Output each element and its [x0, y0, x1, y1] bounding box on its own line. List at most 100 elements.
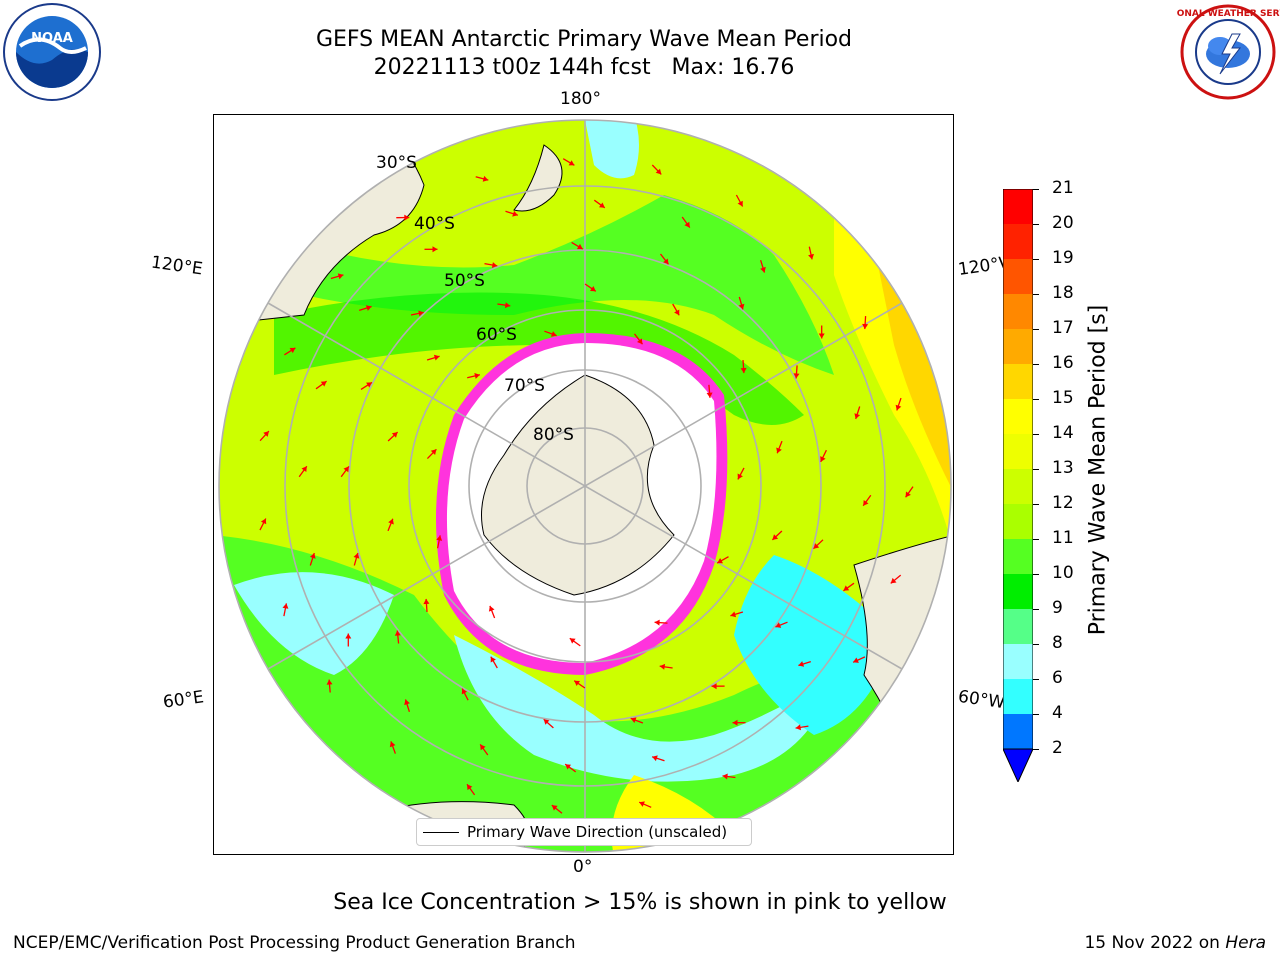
chart-subtitle-run: 20221113 t00z 144h fcst Max: 16.76 — [373, 55, 795, 80]
wave-arrow-head — [480, 744, 486, 751]
lon-label-120e: 120°E — [149, 252, 204, 280]
lon-label-60w: 60°W — [956, 686, 1007, 714]
colorbar-tick-label: 17 — [1052, 318, 1074, 338]
chart-title: GEFS MEAN Antarctic Primary Wave Mean Pe… — [315, 27, 853, 52]
wave-arrow-head — [282, 603, 289, 609]
wave-arrow-head — [551, 805, 558, 811]
legend-label: Primary Wave Direction (unscaled) — [467, 823, 728, 841]
wave-arrow-head — [798, 661, 805, 667]
sea-ice-note: Sea Ice Concentration > 15% is shown in … — [333, 890, 947, 915]
footer-machine: Hera — [1225, 933, 1266, 953]
colorbar-tick-mark — [1033, 364, 1039, 365]
wave-arrow-head — [389, 741, 396, 748]
wave-arrow-head — [730, 611, 737, 618]
colorbar-segment — [1003, 259, 1033, 294]
wave-arrow-head — [404, 214, 410, 221]
colorbar-segment — [1003, 434, 1033, 469]
wave-arrow-head — [722, 773, 728, 780]
wave-arrow-head — [418, 310, 424, 317]
wave-arrow-head — [345, 633, 352, 639]
colorbar-segment — [1003, 574, 1033, 609]
legend-line-sample — [423, 832, 459, 833]
footer-credit: NCEP/EMC/Verification Post Processing Pr… — [13, 933, 576, 953]
wave-arrow-head — [776, 447, 782, 454]
footer-date-text: 15 Nov 2022 on — [1084, 933, 1226, 953]
wave-arrow-head — [432, 246, 438, 253]
wave-arrow-head — [569, 638, 576, 644]
colorbar-segment — [1003, 469, 1033, 504]
colorbar-tick-label: 15 — [1052, 388, 1074, 408]
wave-arrow-head — [659, 663, 666, 670]
wave-arrow-head — [365, 305, 372, 311]
wave-arrow-head — [637, 338, 643, 345]
colorbar-tick-label: 6 — [1052, 668, 1063, 688]
map-legend: Primary Wave Direction (unscaled) — [416, 818, 752, 846]
wave-arrow-head — [843, 585, 850, 591]
graticule — [218, 119, 952, 853]
lon-label-0: 0° — [573, 857, 593, 877]
colorbar-segment — [1003, 644, 1033, 679]
wave-arrow-head — [430, 449, 437, 455]
colorbar-tick-label: 10 — [1052, 563, 1074, 583]
footer-date: 15 Nov 2022 on Hera — [1084, 933, 1266, 953]
wave-arrow-head — [263, 431, 269, 437]
wave-arrow-head — [795, 724, 801, 731]
map-panel: 30°S 40°S 50°S 60°S 70°S 80°S — [213, 114, 954, 855]
wave-arrow-head — [732, 719, 738, 726]
wave-arrow-head — [854, 413, 861, 419]
wave-arrow-head — [654, 619, 660, 626]
wave-arrow-head — [711, 683, 717, 690]
wave-arrow-head — [863, 500, 869, 506]
wave-arrow-head — [388, 518, 394, 525]
colorbar-tick-mark — [1033, 714, 1039, 715]
antarctic-map — [218, 119, 952, 853]
wave-arrow-head — [436, 535, 443, 541]
wave-arrow-head — [343, 466, 349, 473]
colorbar-extend-triangle — [1003, 748, 1033, 782]
wave-arrow-head — [488, 605, 495, 612]
wave-arrow-head — [772, 534, 779, 540]
wave-arrow-head — [482, 175, 489, 182]
wave-direction-arrows — [259, 158, 914, 814]
wave-arrow-head — [793, 373, 800, 379]
colorbar-tick-mark — [1033, 329, 1039, 330]
colorbar-tick-label: 21 — [1052, 178, 1074, 198]
colorbar-tick-mark — [1033, 644, 1039, 645]
colorbar-segment — [1003, 609, 1033, 644]
noaa-logo-text: NOAA — [31, 31, 73, 46]
wave-arrow-head — [394, 630, 401, 636]
wave-arrow-head — [740, 367, 747, 374]
lon-label-180: 180° — [560, 89, 601, 109]
colorbar-segment — [1003, 714, 1033, 749]
colorbar-tick-label: 20 — [1052, 213, 1074, 233]
wave-arrow-head — [474, 373, 480, 379]
colorbar-segment — [1003, 329, 1033, 364]
colorbar — [1003, 189, 1033, 782]
wave-arrow-head — [706, 392, 713, 398]
colorbar-title: Primary Wave Mean Period [s] — [1085, 304, 1111, 636]
colorbar-tick-label: 16 — [1052, 353, 1074, 373]
wave-arrow-head — [404, 699, 410, 706]
wave-arrow-head — [599, 202, 605, 208]
colorbar-segment — [1003, 364, 1033, 399]
colorbar-tick-label: 9 — [1052, 598, 1063, 618]
wave-arrow-head — [337, 273, 344, 280]
wave-arrow-head — [590, 286, 596, 292]
wave-arrow-head — [550, 331, 557, 337]
wave-arrow-head — [366, 382, 372, 388]
wave-arrow-head — [818, 333, 825, 339]
colorbar-tick-mark — [1033, 259, 1039, 260]
colorbar-segment — [1003, 224, 1033, 259]
colorbar-tick-label: 4 — [1052, 703, 1063, 723]
wave-arrow-head — [862, 323, 869, 330]
colorbar-tick-mark — [1033, 434, 1039, 435]
wave-arrow-head — [655, 168, 662, 175]
wave-arrow-head — [423, 598, 430, 605]
wave-arrow-head — [301, 466, 307, 472]
colorbar-tick-label: 13 — [1052, 458, 1074, 478]
colorbar-tick-mark — [1033, 609, 1039, 610]
colorbar-tick-label: 2 — [1052, 738, 1063, 758]
wave-arrow-head — [775, 622, 782, 628]
colorbar-tick-mark — [1033, 679, 1039, 680]
wave-arrow-head — [309, 553, 316, 559]
